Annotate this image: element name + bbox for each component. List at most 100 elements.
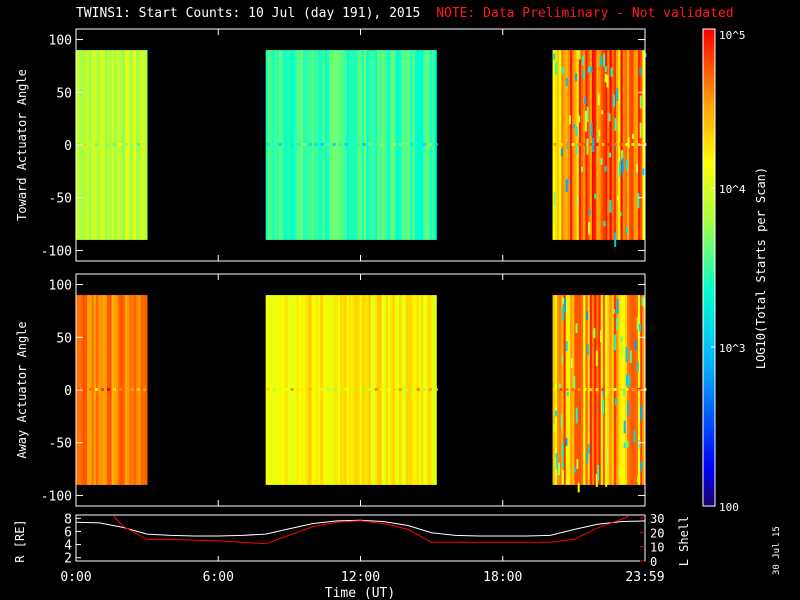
toward-heatmap-speckle-2-58 (588, 222, 591, 235)
away-heatmap-column-2-8 (570, 295, 573, 485)
away-heatmap-column-2-18 (591, 295, 595, 485)
away-heatmap-column-1-19 (307, 295, 310, 485)
xtick-label-2: 12:00 (341, 570, 380, 585)
away-heatmap-speckle-2-52 (602, 399, 604, 414)
toward-heatmap-column-0-4 (84, 50, 88, 240)
away-center-mark-2-8 (601, 388, 605, 391)
away-heatmap-column-2-35 (629, 295, 632, 485)
toward-heatmap-speckle-2-2 (601, 109, 604, 115)
toward-center-mark-1-4 (290, 143, 294, 146)
away-heatmap-column-2-38 (635, 295, 639, 485)
toward-heatmap-column-1-51 (377, 50, 380, 240)
toward-heatmap-speckle-2-67 (553, 53, 556, 60)
toward-center-mark-1-25 (416, 143, 420, 146)
orbit-lshell-line (113, 515, 629, 545)
toward-heatmap-column-0-24 (129, 50, 132, 240)
away-center-mark-1-16 (362, 388, 366, 391)
toward-center-mark-0-1 (83, 143, 86, 146)
away-heatmap-column-1-65 (407, 295, 411, 485)
toward-heatmap-column-1-13 (294, 50, 297, 240)
away-center-mark-1-26 (422, 388, 426, 391)
away-heatmap-column-0-18 (116, 295, 119, 485)
toward-heatmap-speckle-2-52 (594, 193, 597, 199)
away-heatmap-column-0-26 (133, 295, 137, 485)
toward-heatmap-speckle-2-35 (614, 232, 617, 247)
away-heatmap-speckle-2-1 (629, 350, 632, 364)
toward-heatmap-column-1-38 (348, 50, 352, 240)
away-center-mark-0-10 (137, 388, 140, 391)
away-center-mark-1-17 (368, 388, 372, 391)
away-heatmap-speckle-2-53 (586, 311, 589, 321)
toward-heatmap-column-2-13 (581, 50, 584, 240)
away-center-mark-1-27 (428, 388, 432, 391)
toward-center-mark-1-12 (338, 143, 342, 146)
toward-heatmap-speckle-2-59 (590, 122, 593, 137)
toward-heatmap-column-1-40 (353, 50, 356, 240)
toward-center-mark-0-6 (113, 143, 116, 146)
toward-ytick-label-4: -100 (41, 244, 72, 259)
toward-center-mark-0-10 (137, 143, 140, 146)
toward-heatmap-column-2-7 (567, 50, 571, 240)
away-center-mark-1-25 (416, 388, 420, 391)
orbit-left-tick-label-0: 8 (64, 512, 72, 527)
away-heatmap-column-0-13 (104, 295, 108, 485)
chart-title: TWINS1: Start Counts: 10 Jul (day 191), … (76, 6, 734, 21)
toward-heatmap-speckle-2-40 (565, 179, 568, 192)
away-center-mark-0-5 (107, 388, 110, 391)
away-heatmap-speckle-2-28 (640, 461, 643, 472)
toward-heatmap-column-1-71 (421, 50, 424, 240)
xtick-label-4: 23:59 (625, 570, 664, 585)
toward-heatmap-speckle-2-64 (639, 95, 642, 109)
away-heatmap-speckle-2-44 (575, 407, 578, 424)
away-center-mark-1-12 (338, 388, 342, 391)
away-center-mark-0-9 (131, 388, 134, 391)
colorbar-tick-label-2: 10^3 (719, 342, 746, 355)
away-heatmap-speckle-2-23 (575, 323, 578, 333)
toward-heatmap-column-2-38 (635, 50, 639, 240)
toward-heatmap-speckle-2-39 (586, 106, 589, 123)
away-heatmap-column-1-24 (318, 295, 321, 485)
toward-heatmap-speckle-2-15 (639, 122, 642, 139)
away-center-mark-2-7 (595, 388, 599, 391)
away-center-mark-1-1 (272, 388, 276, 391)
xtick-label-1: 6:00 (203, 570, 234, 585)
away-center-mark-1-19 (380, 388, 384, 391)
away-center-mark-2-9 (607, 388, 611, 391)
away-heatmap-column-2-10 (574, 295, 578, 485)
away-center-mark-1-21 (392, 388, 396, 391)
toward-center-mark-2-8 (601, 143, 605, 146)
away-heatmap-column-1-37 (346, 295, 350, 485)
toward-ytick-label-3: -50 (49, 192, 72, 207)
toward-heatmap-column-1-35 (342, 50, 345, 240)
orbit-r-line (75, 519, 646, 537)
away-heatmap-speckle-2-48 (622, 427, 624, 436)
toward-heatmap-speckle-2-18 (585, 111, 587, 117)
away-heatmap-speckle-2-7 (564, 298, 566, 312)
away-heatmap-column-0-15 (109, 295, 112, 485)
toward-heatmap-speckle-2-51 (616, 88, 619, 101)
away-heatmap-column-1-13 (294, 295, 297, 485)
away-ytick-label-2: 0 (64, 384, 72, 399)
away-heatmap-column-1-71 (421, 295, 424, 485)
away-center-mark-1-18 (374, 388, 378, 391)
toward-heatmap-speckle-2-48 (575, 198, 578, 206)
away-heatmap-speckle-2-40 (566, 391, 569, 396)
away-center-mark-2-10 (613, 388, 617, 391)
toward-heatmap-column-2-37 (633, 50, 637, 240)
away-heatmap-column-0-4 (84, 295, 88, 485)
toward-heatmap-column-2-8 (570, 50, 573, 240)
toward-heatmap-column-1-70 (418, 50, 422, 240)
away-center-mark-0-11 (143, 388, 146, 391)
away-heatmap-column-1-18 (305, 295, 308, 485)
away-heatmap-column-1-27 (324, 295, 328, 485)
away-center-mark-0-6 (113, 388, 116, 391)
away-center-mark-0-3 (95, 388, 98, 391)
away-center-mark-1-8 (314, 388, 318, 391)
away-heatmap-speckle-2-14 (555, 335, 557, 343)
away-center-mark-1-28 (434, 388, 438, 391)
toward-heatmap-speckle-2-45 (582, 69, 585, 79)
away-heatmap-speckle-2-66 (625, 346, 628, 362)
away-heatmap-speckle-2-64 (623, 420, 626, 434)
toward-heatmap-column-0-26 (133, 50, 137, 240)
